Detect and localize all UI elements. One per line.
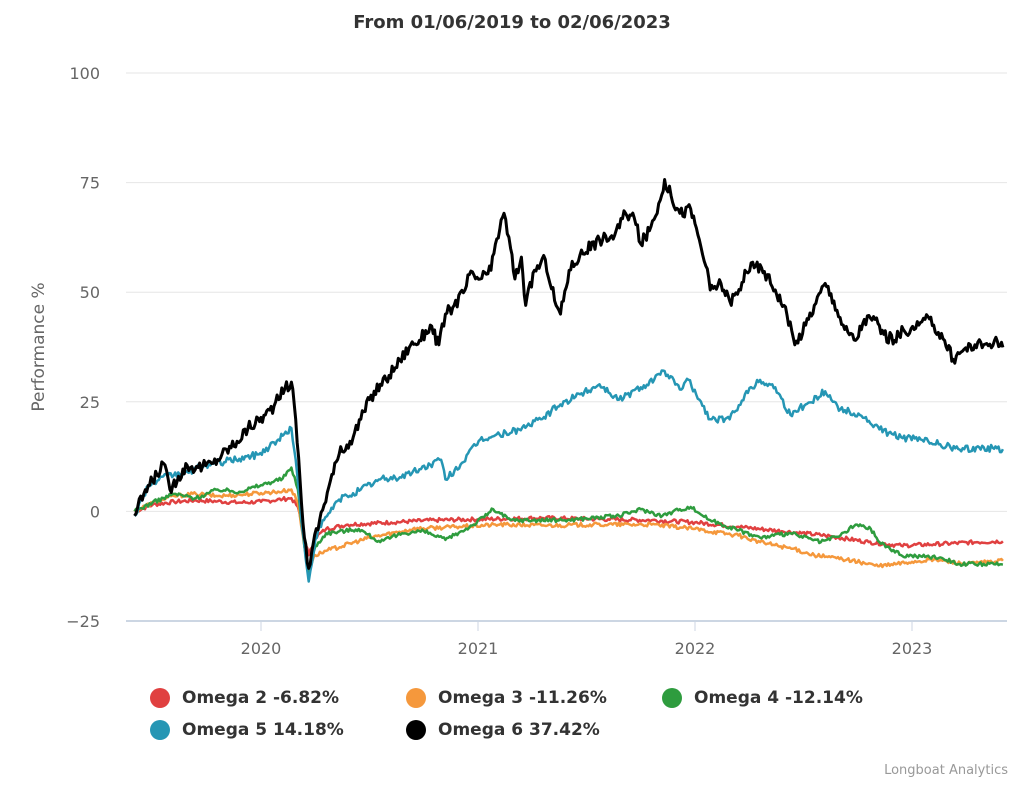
series-line-omega-3[interactable] <box>133 487 1004 570</box>
x-tick-label: 2022 <box>675 639 716 658</box>
grid-lines <box>126 72 1007 512</box>
x-tick-label: 2020 <box>241 639 282 658</box>
legend-marker-icon <box>406 720 426 740</box>
legend-item-omega-6[interactable]: Omega 6 37.42% <box>406 720 600 740</box>
credits-label[interactable]: Longboat Analytics <box>884 763 1008 778</box>
series-lines <box>133 178 1005 583</box>
legend-marker-icon <box>150 720 170 740</box>
legend-item-omega-4[interactable]: Omega 4 -12.14% <box>662 688 863 708</box>
legend-item-omega-2[interactable]: Omega 2 -6.82% <box>150 688 339 708</box>
legend-label: Omega 3 -11.26% <box>438 688 607 708</box>
y-axis-label: Performance % <box>29 282 49 411</box>
y-tick-label: 100 <box>69 64 100 83</box>
y-tick-label: −25 <box>66 612 100 631</box>
x-tick-label: 2021 <box>458 639 499 658</box>
x-axis: 2020 2021 2022 2023 <box>126 620 1007 658</box>
series-line-omega-4[interactable] <box>133 466 1004 575</box>
x-tick-label: 2023 <box>892 639 933 658</box>
legend-marker-icon <box>406 688 426 708</box>
y-tick-label: 0 <box>90 502 100 521</box>
legend-label: Omega 4 -12.14% <box>694 688 863 708</box>
legend-label: Omega 5 14.18% <box>182 720 344 740</box>
series-line-omega-5[interactable] <box>133 369 1005 583</box>
chart-title: From 01/06/2019 to 02/06/2023 <box>353 12 671 33</box>
y-tick-label: 25 <box>80 393 100 412</box>
y-axis-ticks: −25 0 25 50 75 100 <box>66 64 100 631</box>
legend-marker-icon <box>662 688 682 708</box>
legend-label: Omega 2 -6.82% <box>182 688 340 708</box>
y-tick-label: 75 <box>80 174 100 193</box>
y-tick-label: 50 <box>80 283 100 302</box>
series-line-omega-2[interactable] <box>134 495 1004 557</box>
legend-item-omega-3[interactable]: Omega 3 -11.26% <box>406 688 607 708</box>
legend-item-omega-5[interactable]: Omega 5 14.18% <box>150 720 344 740</box>
legend-marker-icon <box>150 688 170 708</box>
series-line-omega-6[interactable] <box>133 178 1005 570</box>
legend-label: Omega 6 37.42% <box>438 720 600 740</box>
